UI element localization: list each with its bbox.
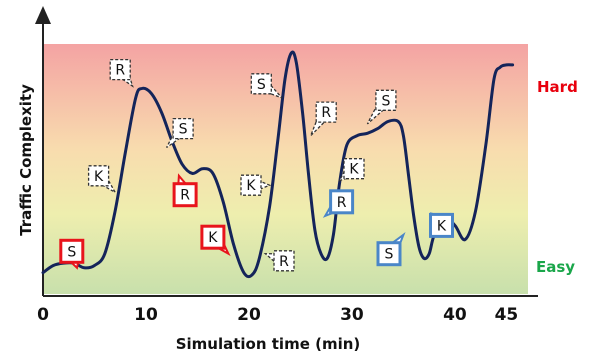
annotation-tag-k-14: K <box>429 212 454 238</box>
x-tick-label-40: 40 <box>443 305 467 325</box>
annotation-tag-k-7: K <box>240 174 272 196</box>
annotation-box <box>172 182 198 208</box>
annotation-tag-s-13: S <box>376 231 406 267</box>
annotation-box <box>375 89 397 111</box>
annotation-tag-r-0: R <box>109 58 134 88</box>
x-tick-label-30: 30 <box>340 305 364 325</box>
annotation-box <box>376 241 402 267</box>
x-tick-label-20: 20 <box>237 305 261 325</box>
annotation-label: K <box>208 230 218 246</box>
annotation-tag-s-1: S <box>166 117 194 149</box>
annotation-box <box>343 158 365 180</box>
annotation-tag-r-3: R <box>172 173 198 208</box>
annotation-label: S <box>381 93 390 109</box>
annotation-label: R <box>337 195 347 211</box>
annotation-tag-s-6: S <box>250 73 283 99</box>
annotation-tag-k-11: K <box>338 158 365 182</box>
annotation-label: K <box>349 162 359 178</box>
annotation-box <box>273 250 295 272</box>
annotation-label: R <box>180 188 190 204</box>
annotation-label: K <box>94 169 104 185</box>
annotation-tag-r-9: R <box>263 250 295 272</box>
annotation-label: K <box>246 178 256 194</box>
annotation-label: R <box>115 63 125 79</box>
annotation-tag-r-12: R <box>322 189 355 218</box>
annotation-label: S <box>179 122 188 138</box>
annotation-label: S <box>67 244 76 260</box>
annotation-label: R <box>279 254 289 270</box>
annotation-box <box>315 101 337 123</box>
annotation-tag-k-4: K <box>200 224 231 257</box>
y-axis-label: Traffic Complexity <box>17 84 35 236</box>
annotation-box <box>200 224 226 250</box>
x-axis-label: Simulation time (min) <box>176 335 361 353</box>
annotation-label: S <box>257 77 266 93</box>
annotation-label: S <box>385 247 394 263</box>
zone-label-easy: Easy <box>536 258 575 276</box>
annotation-tag-s-10: S <box>366 89 397 125</box>
x-tick-label-10: 10 <box>134 305 158 325</box>
annotation-box <box>240 174 262 196</box>
x-tick-label-45: 45 <box>495 305 519 325</box>
annotation-tag-s-5: S <box>59 238 85 270</box>
annotation-box <box>250 73 272 95</box>
annotation-pointer <box>259 180 272 191</box>
annotation-box <box>109 58 131 81</box>
annotation-box <box>87 165 110 187</box>
annotation-box <box>429 212 454 238</box>
annotation-label: K <box>437 218 447 234</box>
annotation-box <box>329 189 355 215</box>
annotation-box <box>172 117 194 140</box>
annotation-tag-r-8: R <box>310 101 337 137</box>
annotation-box <box>59 238 85 264</box>
annotation-tag-k-2: K <box>87 165 117 195</box>
zone-label-hard: Hard <box>537 78 578 96</box>
x-tick-label-0: 0 <box>37 305 49 325</box>
annotation-label: R <box>321 105 331 121</box>
